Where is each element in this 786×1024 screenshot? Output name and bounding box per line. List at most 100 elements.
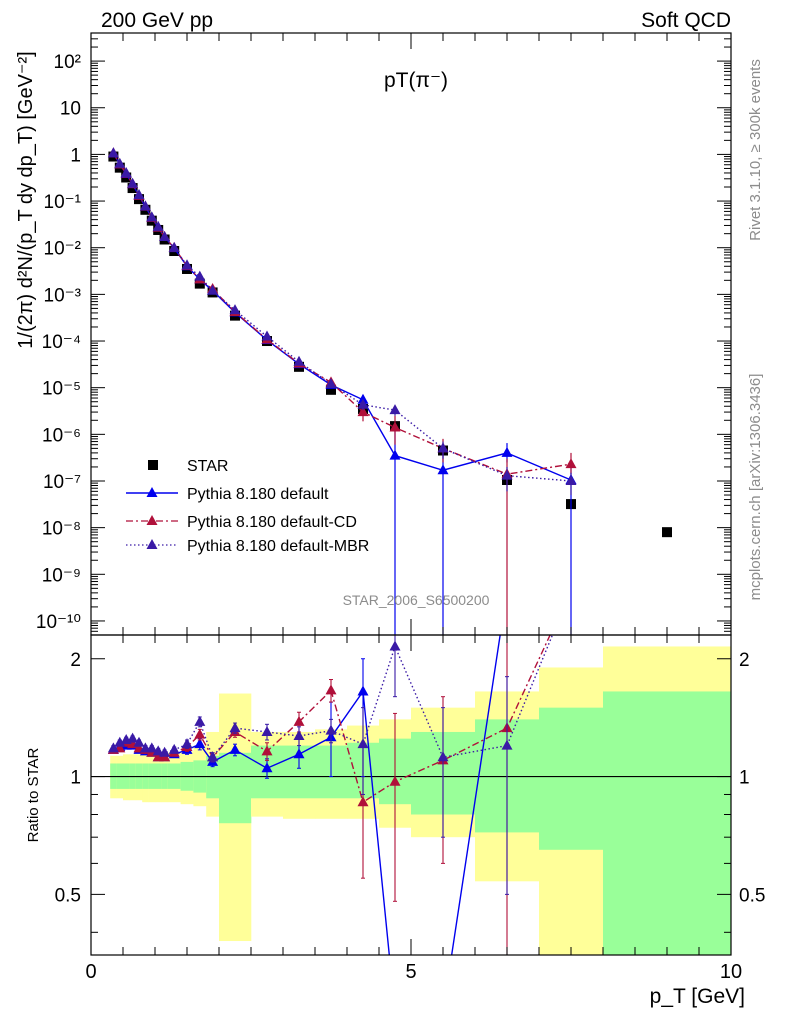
legend-marker-pythia-default: [146, 487, 158, 497]
ratio-point: [389, 775, 401, 786]
ratio-point: [152, 745, 164, 756]
ratio-point: [357, 738, 369, 749]
data-point: [357, 398, 369, 409]
data-point: [662, 527, 672, 538]
ratio-point: [389, 640, 401, 651]
legend: STAR Pythia 8.180 default Pythia 8.180 d…: [126, 458, 369, 555]
ratio-point: [293, 715, 305, 726]
data-point: [565, 458, 577, 469]
legend-marker-pythia-cd: [146, 515, 158, 525]
data-point: [120, 166, 132, 177]
rivet-label: Rivet 3.1.10, ≥ 300k events: [747, 59, 764, 241]
ratio-point: [438, 1006, 449, 1016]
data-point: [229, 304, 241, 315]
y-tick-label: 10²: [54, 52, 81, 73]
main-plot-series: [107, 147, 672, 635]
data-point: [326, 384, 336, 395]
y-tick-label: 10⁻⁵: [42, 379, 81, 400]
axes-ticks: 10⁻¹⁰ 10⁻⁹ 10⁻⁸ 10⁻⁷ 10⁻⁶ 10⁻⁵ 10⁻⁴ 10⁻³ 10⁻² 10⁻…: [36, 32, 765, 983]
ratio-point: [261, 745, 273, 756]
header-right: Soft QCD: [641, 9, 731, 32]
data-point: [261, 330, 273, 341]
legend-entry-pythia-mbr: Pythia 8.180 default-MBR: [126, 538, 369, 555]
data-point: [146, 211, 158, 222]
analysis-watermark: STAR_2006_S6500200: [343, 592, 490, 608]
series-line: [112, 153, 572, 481]
data-point: [501, 469, 513, 480]
data-point: [152, 220, 164, 231]
ratio-ylabel: Ratio to STAR: [25, 747, 42, 842]
y-tick-label: 10⁻⁸: [42, 519, 81, 540]
data-point: [107, 147, 119, 158]
ratio-point: [146, 742, 158, 753]
data-point: [168, 241, 180, 252]
data-point: [159, 230, 171, 241]
data-point: [127, 177, 139, 188]
stat-band: [539, 707, 604, 850]
y-tick-label: 1: [70, 145, 81, 166]
data-point: [207, 284, 219, 295]
ratio-point: [325, 724, 337, 735]
ratio-point: [114, 736, 126, 747]
y-tick-label: 10⁻¹⁰: [36, 612, 81, 633]
x-tick-label: 0: [85, 961, 96, 983]
ratio-point: [293, 748, 305, 759]
header-left: 200 GeV pp: [101, 9, 213, 32]
ratio-point: [181, 738, 193, 749]
legend-entry-star: STAR: [148, 458, 228, 475]
y-tick-label: 10⁻³: [44, 285, 82, 306]
data-point: [357, 406, 369, 417]
ratio-point: [357, 796, 369, 807]
ratio-point: [501, 739, 513, 750]
legend-marker-star: [148, 460, 158, 470]
plot-title: pT(π⁻): [384, 69, 448, 92]
ratio-y-tick-label-right: 0.5: [739, 885, 765, 906]
data-point: [325, 377, 337, 388]
ratio-point: [194, 715, 206, 726]
legend-label-pythia-cd: Pythia 8.180 default-CD: [187, 514, 357, 531]
data-point: [389, 449, 401, 460]
ratio-y-tick-label-right: 2: [739, 650, 750, 671]
main-ylabel: 1/(2π) d²N/(p_T dy dp_T) [GeV⁻²]: [15, 51, 37, 348]
data-point: [114, 157, 126, 168]
ratio-point: [168, 743, 180, 754]
ratio-point: [229, 743, 241, 754]
ratio-point: [325, 684, 337, 695]
ratio-point: [194, 728, 206, 739]
ratio-point: [194, 738, 206, 749]
ratio-plot-series: [91, 635, 731, 1016]
data-point: [181, 259, 193, 270]
mcplots-label: mcplots.cern.ch [arXiv:1306.3436]: [747, 374, 764, 601]
data-point: [501, 446, 513, 457]
series-3: [107, 147, 577, 496]
x-tick-label: 10: [720, 961, 742, 983]
y-tick-label: 10⁻¹: [44, 192, 82, 213]
ratio-y-tick-label: 2: [70, 650, 81, 671]
series-line: [112, 152, 572, 482]
ratio-point: [261, 762, 273, 773]
y-tick-label: 10⁻⁴: [42, 332, 81, 353]
ratio-point: [437, 751, 449, 762]
ratio-point: [357, 685, 369, 696]
y-tick-label: 10⁻⁷: [43, 472, 81, 493]
data-point: [293, 355, 305, 366]
data-point: [565, 474, 577, 485]
data-point: [139, 200, 151, 211]
data-point: [133, 188, 145, 199]
ratio-point: [293, 729, 305, 740]
series-2: [107, 147, 577, 635]
y-tick-label: 10⁻⁹: [42, 565, 81, 586]
ratio-point: [127, 732, 139, 743]
ratio-y-tick-label: 1: [70, 768, 81, 789]
legend-label-pythia-default: Pythia 8.180 default: [187, 486, 329, 503]
ratio-y-tick-label: 0.5: [55, 885, 81, 906]
series-line: [112, 152, 572, 475]
y-tick-label: 10: [60, 99, 81, 120]
ratio-point: [229, 722, 241, 733]
stat-band: [219, 752, 252, 824]
ratio-point: [207, 751, 219, 762]
series-1: [107, 147, 577, 635]
data-point: [389, 404, 401, 415]
legend-label-star: STAR: [187, 458, 228, 475]
